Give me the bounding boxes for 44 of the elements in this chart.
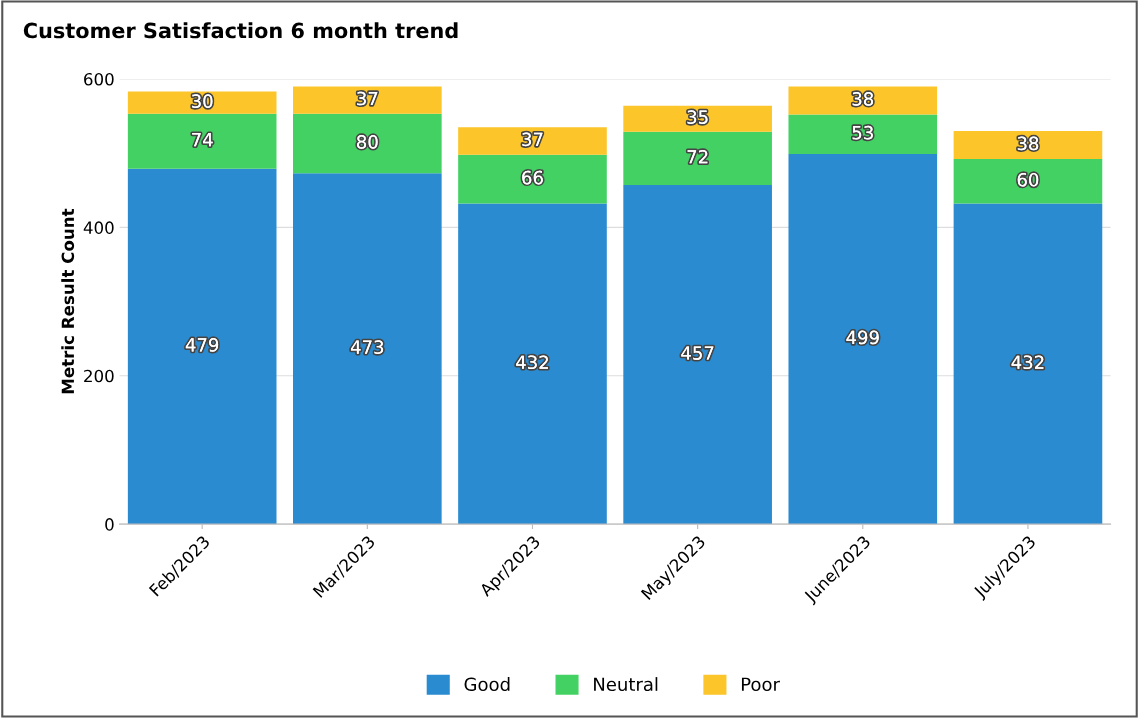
bar xyxy=(458,154,607,204)
bar xyxy=(788,153,938,525)
bar xyxy=(953,159,1103,204)
data-label: 473 xyxy=(350,340,384,354)
data-label: 457 xyxy=(681,346,714,360)
bar xyxy=(953,203,1103,525)
legend-label: Good xyxy=(464,677,510,692)
chart-title: Customer Satisfaction 6 month trend xyxy=(23,22,458,39)
bar xyxy=(127,168,277,525)
bar xyxy=(788,114,938,154)
data-label: 74 xyxy=(192,133,213,147)
bar xyxy=(623,185,772,525)
data-label: 53 xyxy=(852,125,873,140)
data-label: 35 xyxy=(687,110,708,124)
data-label: 38 xyxy=(1017,136,1039,151)
bar xyxy=(127,113,277,169)
bar xyxy=(623,105,772,132)
bar xyxy=(623,131,772,186)
bar xyxy=(788,86,938,115)
data-label: 432 xyxy=(1011,355,1044,370)
bar xyxy=(293,86,442,114)
data-label: 479 xyxy=(185,338,219,352)
y-axis-title: Metric Result Count xyxy=(61,208,75,394)
y-tick-label: 600 xyxy=(84,72,114,86)
legend-label: Neutral xyxy=(594,677,658,692)
data-label: 432 xyxy=(516,355,548,370)
y-tick-label: 200 xyxy=(84,369,114,383)
bar xyxy=(293,113,442,174)
legend-label: Poor xyxy=(741,677,780,692)
data-label: 60 xyxy=(1017,172,1039,187)
data-label: 37 xyxy=(357,91,378,106)
bar xyxy=(953,130,1103,160)
data-label: 30 xyxy=(192,94,213,108)
data-label: 37 xyxy=(522,132,543,147)
bar xyxy=(458,127,607,155)
data-label: 72 xyxy=(687,149,708,164)
y-tick-label: 0 xyxy=(105,518,114,531)
data-label: 80 xyxy=(357,135,378,149)
data-label: 66 xyxy=(522,170,543,185)
data-label: 38 xyxy=(852,92,874,106)
data-label: 499 xyxy=(846,330,879,345)
bar xyxy=(293,173,442,525)
bar xyxy=(458,203,607,525)
y-tick-label: 400 xyxy=(83,221,114,234)
